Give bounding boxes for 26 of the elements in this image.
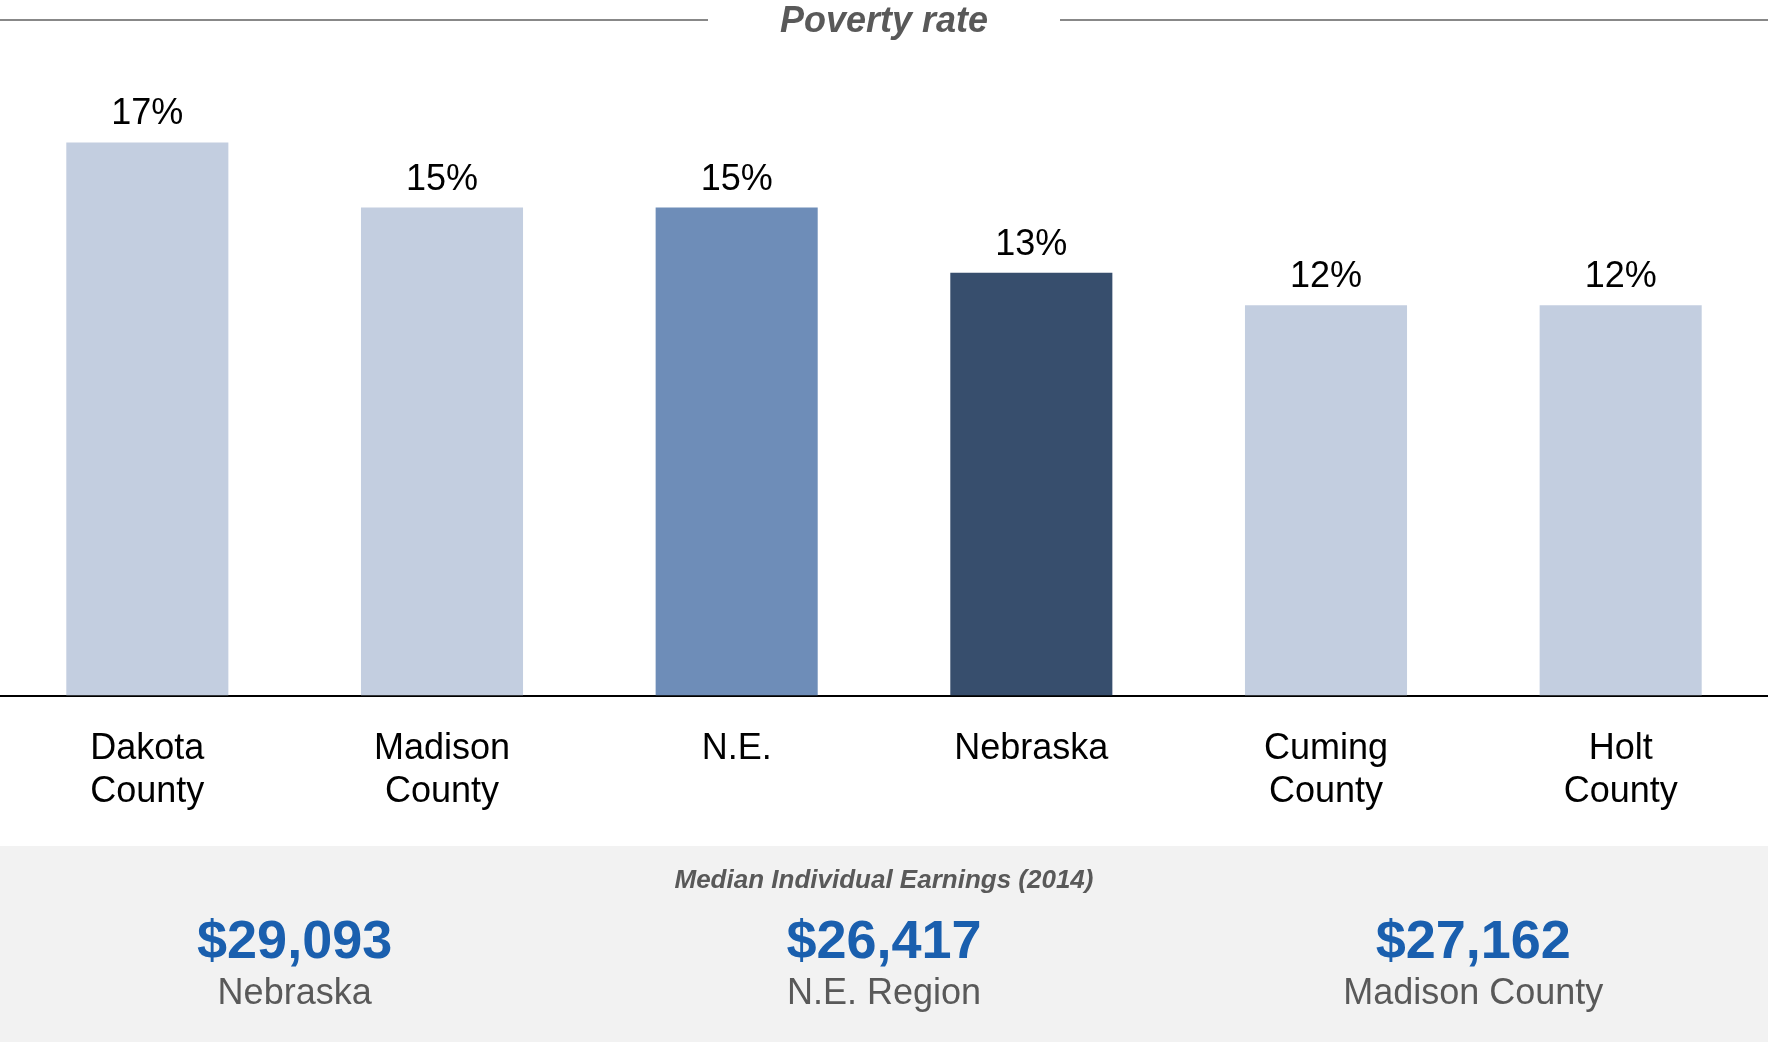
x-tick-label: Holt County (1563, 726, 1678, 811)
text: Median Individual Earnings (2014) (673, 863, 1095, 895)
x-tick-label: Madison County (373, 726, 511, 811)
text: $26,417 (785, 909, 983, 969)
x-tick-label: Dakota County (90, 726, 206, 811)
bar (655, 207, 818, 696)
data-label: 17% (111, 91, 184, 133)
data-label: 12% (1289, 254, 1363, 296)
x-tick-label: Cuming County (1263, 726, 1389, 811)
text: $27,162 (1374, 909, 1572, 969)
bar (1539, 305, 1702, 696)
bar (360, 207, 524, 696)
data-label: 12% (1584, 254, 1657, 296)
bar (1244, 305, 1408, 696)
text: Nebraska (216, 970, 373, 1014)
text: Madison County (1342, 970, 1605, 1014)
bar (950, 272, 1113, 696)
bar (66, 142, 229, 696)
chart-title: Poverty rate (778, 0, 990, 41)
data-label: 15% (405, 156, 479, 198)
x-tick-label: Nebraska (954, 726, 1110, 768)
data-label: 15% (700, 156, 773, 198)
x-tick-label: N.E. (701, 726, 772, 768)
data-label: 13% (995, 221, 1068, 263)
text: $29,093 (196, 909, 394, 969)
text: N.E. Region (785, 970, 983, 1014)
